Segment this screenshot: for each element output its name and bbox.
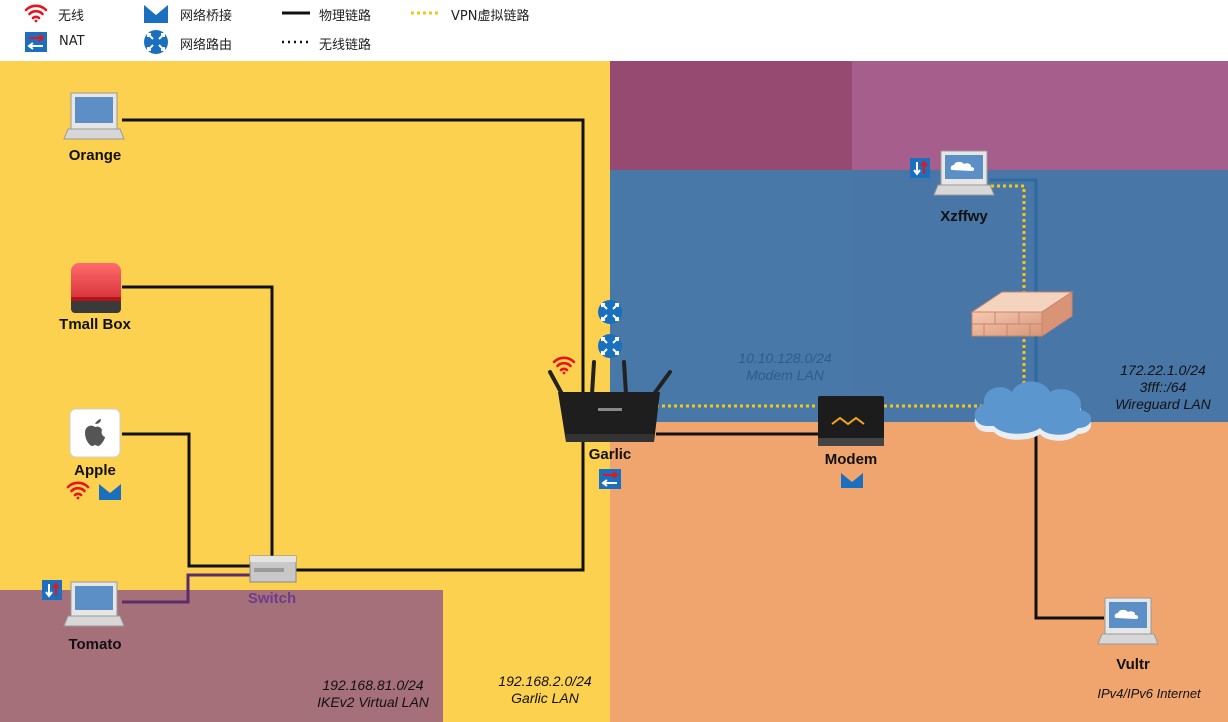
apple-bridge-icon: [99, 484, 121, 500]
wireguard-name: Wireguard LAN: [1115, 396, 1211, 412]
legend-wireless-link-label: 无线链路: [319, 38, 372, 53]
garlic-nat-icon: [599, 469, 621, 489]
apple-wifi-icon: [66, 481, 90, 500]
ikev2-name: IKEv2 Virtual LAN: [317, 694, 429, 710]
wireguard-network-label: 172.22.1.0/24 3fff::/64 Wireguard LAN: [1088, 362, 1228, 413]
link-cloud-vultr: [1034, 432, 1104, 620]
garlic-router-icon[interactable]: [548, 360, 672, 442]
garlic-label: Garlic: [588, 446, 632, 463]
legend-physical-label: 物理链路: [319, 9, 372, 24]
legend-wireless-label: 无线: [58, 9, 85, 24]
legend-vpn-label: VPN虚拟链路: [451, 9, 530, 24]
internet-cloud-icon: [974, 381, 1092, 441]
routing-icon: [144, 30, 168, 54]
garlic-lan-name: Garlic LAN: [511, 690, 579, 706]
garlic-routing-icon-2: [598, 334, 622, 358]
tmall-box-label: Tmall Box: [59, 316, 131, 333]
legend-nat-label: NAT: [59, 34, 85, 49]
modem-lan-name: Modem LAN: [746, 367, 824, 383]
garlic-wifi-icon: [552, 356, 576, 375]
nat-icon: [25, 32, 47, 52]
wifi-icon: [24, 4, 48, 23]
xzffwy-laptop-icon[interactable]: [933, 150, 995, 196]
link-tmall-switch: [122, 285, 274, 560]
vultr-laptop-icon[interactable]: [1097, 597, 1159, 645]
xzffwy-label: Xzffwy: [940, 208, 988, 225]
wireguard-subnet: 172.22.1.0/24: [1120, 362, 1206, 378]
legend-bridge-label: 网络桥接: [180, 9, 233, 24]
vultr-label: Vultr: [1116, 656, 1150, 673]
modem-bridge-icon: [841, 473, 863, 488]
legend-routing-label: 网络路由: [180, 38, 233, 53]
tmall-box-icon[interactable]: [71, 263, 121, 313]
modem-icon[interactable]: [818, 396, 884, 446]
link-tomato-switch: [122, 573, 252, 604]
bridge-icon: [144, 5, 168, 23]
tomato-laptop-icon[interactable]: [63, 581, 125, 627]
ikev2-network-label: 192.168.81.0/24 IKEv2 Virtual LAN: [298, 677, 448, 711]
apple-device-icon[interactable]: [69, 408, 121, 458]
garlic-lan-subnet: 192.168.2.0/24: [498, 673, 592, 689]
wireguard-purple-left: [610, 61, 852, 170]
ikev2-subnet: 192.168.81.0/24: [322, 677, 424, 693]
vpn-link-garlic-xzffwy: [656, 184, 1026, 408]
switch-icon[interactable]: [249, 555, 297, 583]
internet-network-label: IPv4/IPv6 Internet: [1097, 686, 1201, 701]
modem-label: Modem: [824, 451, 878, 468]
tomato-nat-icon: [42, 580, 62, 600]
firewall-icon[interactable]: [970, 291, 1074, 337]
link-apple-switch: [122, 432, 252, 568]
garlic-routing-icon-1: [598, 300, 622, 324]
apple-label: Apple: [74, 462, 116, 479]
tomato-label: Tomato: [68, 636, 122, 653]
modem-lan-network-label: 10.10.128.0/24 Modem LAN: [710, 350, 860, 384]
wireguard-subnet6: 3fff::/64: [1139, 379, 1187, 395]
garlic-lan-network-label: 192.168.2.0/24 Garlic LAN: [470, 673, 620, 707]
switch-label: Switch: [247, 590, 297, 607]
modem-lan-subnet: 10.10.128.0/24: [738, 350, 832, 366]
orange-label: Orange: [68, 147, 122, 164]
wireguard-purple-right: [852, 61, 1228, 170]
link-orange-garlic: [122, 118, 585, 572]
legend-icons: [24, 4, 440, 54]
xzffwy-nat-icon: [910, 158, 930, 178]
orange-laptop-icon[interactable]: [63, 92, 125, 140]
